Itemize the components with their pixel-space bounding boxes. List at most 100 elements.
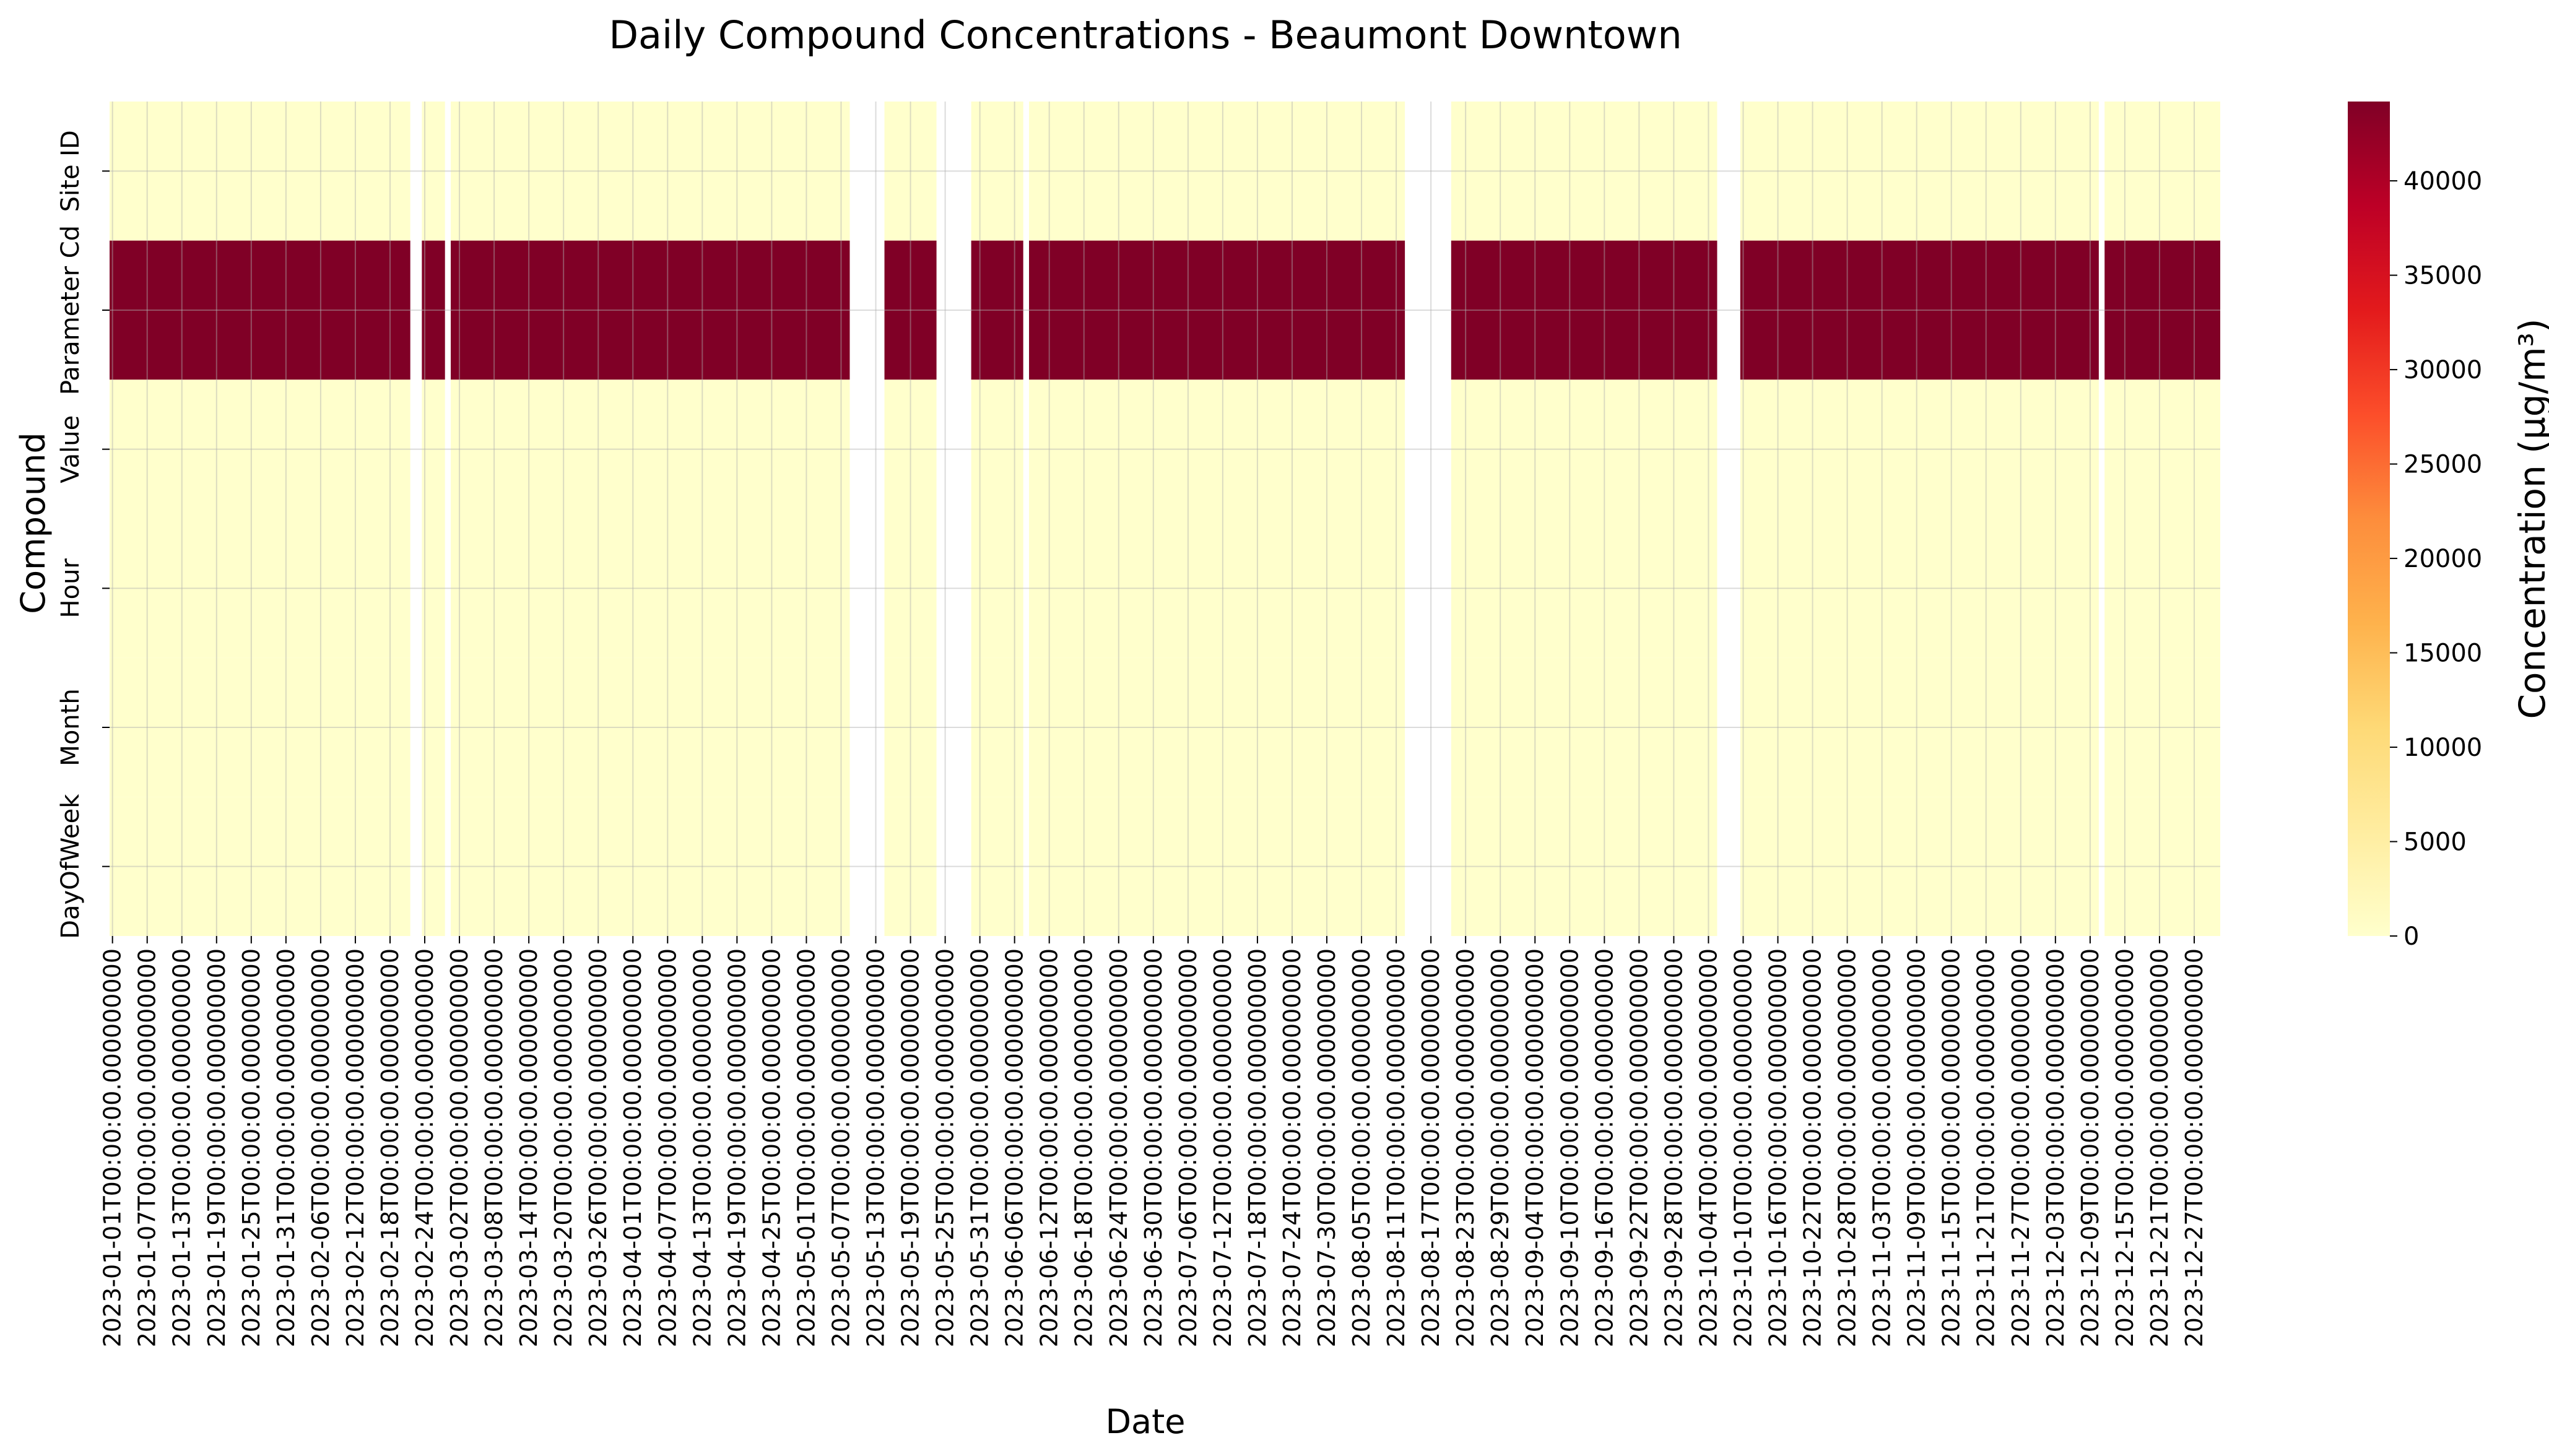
heatmap-cell-segment	[1029, 797, 1405, 936]
colorbar-tick-label: 20000	[2404, 545, 2482, 573]
colorbar-tick-label: 15000	[2404, 639, 2482, 668]
x-tick-label: 2023-01-25T00:00:00.000000000	[238, 948, 265, 1347]
x-tick-label: 2023-04-25T00:00:00.000000000	[758, 948, 785, 1347]
x-tick-label: 2023-04-01T00:00:00.000000000	[619, 948, 646, 1347]
colorbar-tick-label: 40000	[2404, 167, 2482, 196]
colorbar-label: Concentration (µg/m³)	[2511, 318, 2549, 719]
colorbar-ticks: 0 5000 10000 15000 20000 25000 30000 35000 40000	[2390, 167, 2482, 951]
heatmap-cell-segment	[1029, 379, 1405, 519]
x-tick-label: 2023-06-12T00:00:00.000000000	[1036, 948, 1063, 1347]
x-tick-label: 2023-12-09T00:00:00.000000000	[2077, 948, 2104, 1347]
heatmap-cell-segment	[884, 379, 937, 519]
x-tick-label: 2023-05-01T00:00:00.000000000	[792, 948, 820, 1347]
heatmap-cell-segment	[971, 240, 1023, 380]
x-tick-label: 2023-08-11T00:00:00.000000000	[1383, 948, 1410, 1347]
x-tick-label: 2023-03-02T00:00:00.000000000	[446, 948, 473, 1347]
x-tick-label: 2023-09-10T00:00:00.000000000	[1556, 948, 1583, 1347]
heatmap-cell-segment	[451, 657, 850, 797]
x-tick-label: 2023-05-13T00:00:00.000000000	[862, 948, 890, 1347]
heatmap-cell-segment	[110, 240, 410, 380]
x-tick-label: 2023-04-19T00:00:00.000000000	[723, 948, 750, 1347]
heatmap-cell-segment	[1740, 102, 2099, 241]
heatmap-gridlines	[110, 102, 2220, 936]
heatmap-cell-segment	[1451, 657, 1717, 797]
x-tick-label: 2023-12-03T00:00:00.000000000	[2042, 948, 2069, 1347]
x-tick-label: 2023-10-22T00:00:00.000000000	[1799, 948, 1826, 1347]
x-tick-label: 2023-02-12T00:00:00.000000000	[342, 948, 369, 1347]
y-tick-label: Month	[56, 688, 85, 766]
x-tick-label: 2023-09-22T00:00:00.000000000	[1625, 948, 1652, 1347]
y-tick-label: Value	[56, 415, 85, 483]
x-tick-label: 2023-07-12T00:00:00.000000000	[1209, 948, 1236, 1347]
y-tick-label: Parameter Cd	[56, 225, 85, 395]
heatmap-cell-segment	[2104, 102, 2220, 241]
x-tick-label: 2023-12-15T00:00:00.000000000	[2111, 948, 2139, 1347]
x-tick-label: 2023-06-18T00:00:00.000000000	[1070, 948, 1098, 1347]
heatmap-cell-segment	[1740, 519, 2099, 658]
x-tick-label: 2023-04-07T00:00:00.000000000	[654, 948, 681, 1347]
x-tick-label: 2023-11-09T00:00:00.000000000	[1903, 948, 1930, 1347]
x-tick-label: 2023-12-21T00:00:00.000000000	[2146, 948, 2173, 1347]
heatmap-cell-segment	[451, 797, 850, 936]
x-tick-label: 2023-01-19T00:00:00.000000000	[203, 948, 230, 1347]
x-tick-label: 2023-06-24T00:00:00.000000000	[1105, 948, 1132, 1347]
x-tick-label: 2023-11-15T00:00:00.000000000	[1938, 948, 1965, 1347]
x-tick-label: 2023-09-28T00:00:00.000000000	[1660, 948, 1687, 1347]
heatmap-cell-segment	[1740, 240, 2099, 380]
heatmap-cell-segment	[451, 102, 850, 241]
heatmap-cell-segment	[1029, 519, 1405, 658]
chart-title: Daily Compound Concentrations - Beaumont…	[609, 12, 1682, 58]
x-tick-label: 2023-10-10T00:00:00.000000000	[1730, 948, 1757, 1347]
heatmap-cell-segment	[2104, 797, 2220, 936]
x-tick-label: 2023-11-03T00:00:00.000000000	[1869, 948, 1896, 1347]
x-tick-label: 2023-02-06T00:00:00.000000000	[307, 948, 334, 1347]
x-tick-label: 2023-08-17T00:00:00.000000000	[1417, 948, 1444, 1347]
heatmap-cell-segment	[451, 519, 850, 658]
heatmap-cell-segment	[1029, 240, 1405, 380]
heatmap-cell-segment	[884, 519, 937, 658]
heatmap-cell-segment	[884, 102, 937, 241]
x-tick-label: 2023-05-19T00:00:00.000000000	[897, 948, 924, 1347]
x-tick-label: 2023-07-18T00:00:00.000000000	[1244, 948, 1271, 1347]
heatmap-cell-segment	[1029, 102, 1405, 241]
heatmap-cell-segment	[971, 797, 1023, 936]
x-tick-label: 2023-01-07T00:00:00.000000000	[134, 948, 161, 1347]
x-tick-label: 2023-05-31T00:00:00.000000000	[966, 948, 994, 1347]
heatmap-cell-segment	[2104, 240, 2220, 380]
x-tick-label: 2023-02-24T00:00:00.000000000	[411, 948, 438, 1347]
heatmap-cell-segment	[422, 519, 445, 658]
x-tick-label: 2023-12-27T00:00:00.000000000	[2181, 948, 2208, 1347]
x-tick-label: 2023-09-16T00:00:00.000000000	[1591, 948, 1618, 1347]
x-axis-ticks: 2023-01-01T00:00:00.000000000 2023-01-07T…	[99, 936, 2208, 1347]
x-tick-label: 2023-07-30T00:00:00.000000000	[1313, 948, 1340, 1347]
heatmap-cell-segment	[422, 240, 445, 380]
heatmap-cell-segment	[2104, 657, 2220, 797]
colorbar-tick-label: 25000	[2404, 451, 2482, 479]
heatmap-cell-segment	[1451, 379, 1717, 519]
x-tick-label: 2023-02-18T00:00:00.000000000	[376, 948, 404, 1347]
x-tick-label: 2023-08-23T00:00:00.000000000	[1452, 948, 1479, 1347]
colorbar-tick-label: 30000	[2404, 356, 2482, 384]
heatmap-cell-segment	[422, 379, 445, 519]
heatmap-cell-segment	[1451, 102, 1717, 241]
heatmap-cell-segment	[1740, 797, 2099, 936]
x-tick-label: 2023-03-14T00:00:00.000000000	[515, 948, 542, 1347]
heatmap-cell-segment	[110, 519, 410, 658]
heatmap-cell-segment	[1451, 519, 1717, 658]
heatmap-cell-segment	[422, 102, 445, 241]
heatmap-cell-segment	[451, 379, 850, 519]
y-tick-label: Hour	[56, 558, 85, 618]
heatmap-cell-segment	[451, 240, 850, 380]
x-tick-label: 2023-11-21T00:00:00.000000000	[1973, 948, 2000, 1347]
heatmap-cell-segment	[971, 379, 1023, 519]
heatmap-cell-segment	[1451, 240, 1717, 380]
colorbar-tick-label: 10000	[2404, 734, 2482, 762]
heatmap-cell-segment	[422, 797, 445, 936]
heatmap-cell-segment	[422, 657, 445, 797]
heatmap-cell-segment	[884, 657, 937, 797]
heatmap-cells	[110, 102, 2220, 936]
colorbar	[2348, 102, 2390, 936]
x-tick-label: 2023-04-13T00:00:00.000000000	[688, 948, 716, 1347]
x-tick-label: 2023-01-13T00:00:00.000000000	[168, 948, 196, 1347]
x-tick-label: 2023-06-06T00:00:00.000000000	[1001, 948, 1028, 1347]
